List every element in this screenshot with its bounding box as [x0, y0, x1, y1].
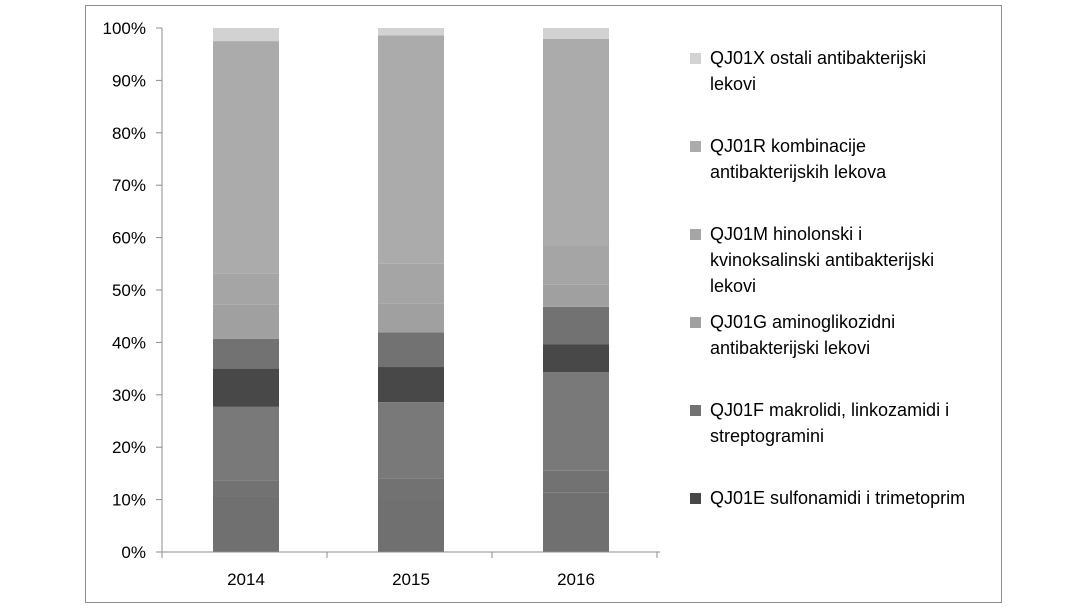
y-tick-label: 10%	[112, 491, 146, 510]
bar-segment-2015-3	[378, 367, 444, 403]
legend-label-line: QJ01F makrolidi, linkozamidi i	[710, 400, 950, 420]
bar-segment-2016-3	[543, 344, 609, 373]
bar-segment-2016-5	[543, 284, 609, 307]
legend-label-line: antibakterijski lekovi	[710, 338, 871, 358]
bar-segment-2014-5	[213, 304, 279, 339]
legend-swatch	[690, 317, 701, 328]
bar-segment-2014-3	[213, 368, 279, 407]
y-tick-label: 40%	[112, 333, 146, 352]
legend-swatch	[690, 53, 701, 64]
legend-label-line: QJ01R kombinacije	[710, 136, 867, 156]
y-tick-label: 0%	[121, 543, 146, 562]
x-tick-label: 2014	[227, 570, 265, 589]
y-tick-label: 60%	[112, 229, 146, 248]
legend-label-line: QJ01M hinolonski i	[710, 224, 863, 244]
legend-label: QJ01F makrolidi, linkozamidi i streptogra…	[710, 397, 1000, 449]
legend-label: QJ01E sulfonamidi i trimetoprim	[710, 485, 1000, 511]
bar-segment-2015-7	[378, 35, 444, 264]
legend-label: QJ01G aminoglikozidni antibakterijski lek…	[710, 309, 1000, 361]
legend-label-line: lekovi	[710, 74, 757, 94]
bar-segment-2015-0	[378, 498, 444, 552]
bar-segment-2014-7	[213, 41, 279, 274]
y-tick-label: 100%	[103, 19, 146, 38]
bar-segment-2016-8	[543, 28, 609, 40]
bar-segment-2016-0	[543, 492, 609, 552]
legend-label: QJ01M hinolonski i kvinoksalinski antibak…	[710, 221, 1000, 299]
y-tick-label: 70%	[112, 176, 146, 195]
legend-label-line: antibakterijskih lekova	[710, 162, 887, 182]
bar-segment-2016-6	[543, 245, 609, 285]
bar-segment-2014-8	[213, 28, 279, 42]
legend-label: QJ01R kombinacije antibakterijskih lekova	[710, 133, 1000, 185]
bar-segment-2015-2	[378, 402, 444, 479]
bar-segment-2016-1	[543, 470, 609, 493]
legend-swatch	[690, 493, 701, 504]
bar-segment-2014-4	[213, 338, 279, 369]
legend-swatch	[690, 141, 701, 152]
y-tick-label: 90%	[112, 71, 146, 90]
legend-label-line: QJ01X ostali antibakterijski	[710, 48, 927, 68]
legend-swatch	[690, 405, 701, 416]
bar-segment-2014-6	[213, 273, 279, 305]
legend-label-line: streptogramini	[710, 426, 825, 446]
legend-label-line: lekovi	[710, 276, 757, 296]
legend-swatch	[690, 229, 701, 240]
legend-label: QJ01X ostali antibakterijski lekovi	[710, 45, 1000, 97]
legend-label-line: QJ01G aminoglikozidni	[710, 312, 896, 332]
x-tick-label: 2016	[557, 570, 595, 589]
bar-segment-2015-5	[378, 303, 444, 333]
y-tick-label: 50%	[112, 281, 146, 300]
bar-segment-2014-0	[213, 496, 279, 552]
bar-segment-2014-2	[213, 406, 279, 481]
legend-label-line: QJ01E sulfonamidi i trimetoprim	[710, 488, 966, 508]
y-tick-label: 80%	[112, 124, 146, 143]
chart-frame	[85, 5, 1002, 603]
x-tick-label: 2015	[392, 570, 430, 589]
bar-segment-2015-8	[378, 28, 444, 36]
bar-segment-2015-6	[378, 263, 444, 304]
bar-segment-2016-2	[543, 372, 609, 471]
bar-segment-2016-7	[543, 39, 609, 246]
y-tick-label: 30%	[112, 386, 146, 405]
bar-segment-2015-1	[378, 478, 444, 499]
bar-segment-2014-1	[213, 480, 279, 497]
bar-segment-2016-4	[543, 306, 609, 345]
bar-segment-2015-4	[378, 332, 444, 368]
y-tick-label: 20%	[112, 438, 146, 457]
legend-label-line: kvinoksalinski antibakterijski	[710, 250, 935, 270]
